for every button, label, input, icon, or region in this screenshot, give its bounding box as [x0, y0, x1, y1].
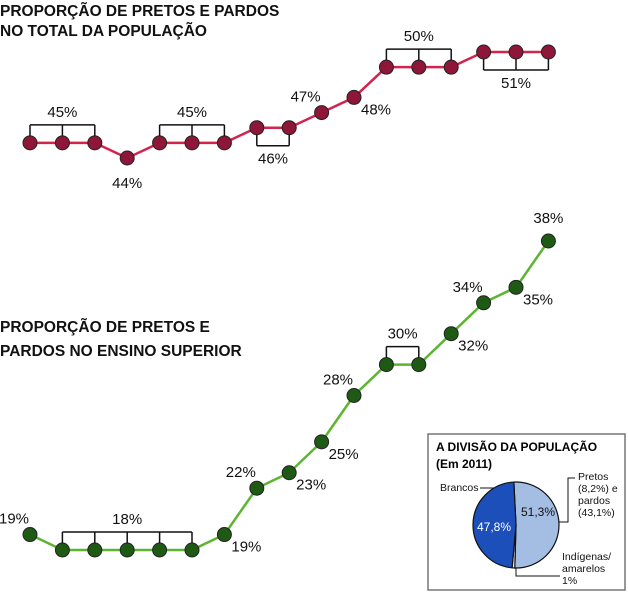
data-label: 22%	[226, 464, 256, 481]
bracket	[385, 345, 420, 358]
bracket	[385, 48, 452, 61]
marker	[249, 480, 265, 496]
marker	[152, 135, 168, 151]
bracket	[256, 134, 290, 147]
chart-title: NO TOTAL DA POPULAÇÃO	[0, 22, 207, 40]
marker	[508, 44, 524, 60]
marker	[443, 326, 459, 342]
bracket	[61, 531, 193, 543]
marker	[540, 233, 556, 249]
marker	[119, 150, 135, 166]
pie-subtitle: (Em 2011)	[436, 457, 492, 471]
data-label: 30%	[388, 326, 418, 343]
bracket	[158, 124, 226, 136]
data-label: 44%	[112, 175, 142, 192]
category-label: Pretos (8,2%) e pardos (43,1%)	[578, 471, 618, 519]
slice-label: 47,8%	[477, 520, 511, 534]
data-label: 38%	[533, 210, 563, 227]
slice-label: 51,3%	[521, 505, 555, 519]
leader	[515, 567, 560, 577]
data-label: 46%	[258, 151, 288, 168]
chart-title: PROPORÇÃO DE PRETOS E PARDOS	[0, 2, 279, 20]
category-label: Brancos	[440, 482, 479, 494]
marker	[281, 120, 297, 136]
marker	[314, 105, 330, 121]
category-label: Indígenas/ amarelos	[562, 551, 612, 575]
marker	[281, 465, 297, 481]
data-label: 25%	[329, 446, 359, 463]
data-label: 34%	[453, 279, 483, 296]
marker	[184, 542, 200, 558]
marker	[216, 527, 232, 543]
marker	[411, 357, 427, 373]
marker	[87, 542, 103, 558]
marker	[346, 388, 362, 403]
marker	[476, 295, 492, 311]
marker	[87, 135, 103, 151]
pie-title: A DIVISÃO DA POPULAÇÃO	[436, 439, 597, 454]
data-label: 50%	[404, 28, 434, 45]
pie-slice	[513, 481, 560, 569]
bracket	[482, 59, 550, 71]
data-label: 18%	[112, 511, 142, 528]
marker	[476, 44, 492, 60]
marker	[54, 542, 70, 558]
data-label: 51%	[501, 75, 531, 92]
marker	[119, 542, 135, 558]
marker	[152, 542, 168, 558]
marker	[508, 279, 524, 295]
marker	[22, 135, 38, 151]
data-label: 32%	[458, 338, 488, 355]
marker	[249, 120, 265, 136]
data-label: 45%	[177, 104, 207, 121]
marker	[378, 357, 394, 373]
data-label: 45%	[47, 104, 77, 121]
data-label: 23%	[296, 477, 326, 494]
data-label: 1%	[562, 575, 578, 587]
pie-slice	[472, 481, 517, 569]
data-label: 35%	[523, 291, 553, 308]
marker	[411, 59, 427, 75]
data-label: 48%	[361, 101, 391, 118]
data-label: 19%	[231, 539, 261, 556]
chart-title: PARDOS NO ENSINO SUPERIOR	[0, 343, 242, 360]
chart-title: PROPORÇÃO DE PRETOS E	[0, 318, 210, 336]
bracket	[29, 124, 96, 136]
data-label: 28%	[323, 371, 353, 388]
marker	[378, 59, 394, 75]
data-label: 47%	[291, 89, 321, 106]
marker	[216, 135, 232, 151]
leader	[556, 477, 575, 523]
marker	[54, 135, 70, 151]
marker	[443, 59, 459, 75]
marker	[346, 89, 362, 105]
data-label: 19%	[0, 511, 29, 528]
marker	[540, 44, 556, 60]
marker	[184, 135, 200, 151]
marker	[22, 527, 38, 543]
marker	[314, 434, 330, 450]
